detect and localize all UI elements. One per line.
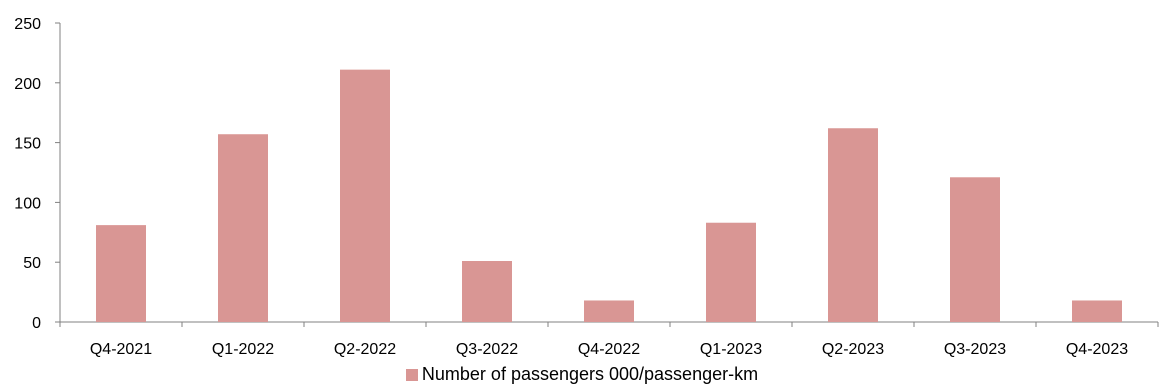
x-tick-label: Q3-2022: [456, 341, 518, 358]
x-tick-label: Q4-2021: [90, 341, 152, 358]
y-axis: 0 50 100 150 200 250: [14, 16, 61, 332]
x-tick-label: Q4-2023: [1066, 341, 1128, 358]
bar-q4-2023: [1072, 300, 1122, 322]
bar-q4-2021: [96, 225, 146, 322]
bar-q4-2022: [584, 300, 634, 322]
x-tick-label: Q2-2022: [334, 341, 396, 358]
y-tick-label: 200: [14, 76, 41, 93]
x-tick-label: Q1-2023: [700, 341, 762, 358]
y-tick-label: 0: [32, 315, 41, 332]
bar-q2-2022: [340, 69, 390, 322]
x-tick-label: Q2-2023: [822, 341, 884, 358]
legend: Number of passengers 000/passenger-km: [0, 363, 1164, 385]
bar-q2-2023: [828, 128, 878, 322]
x-tick-label: Q4-2022: [578, 341, 640, 358]
y-tick-label: 250: [14, 16, 41, 33]
y-tick-label: 50: [23, 255, 41, 272]
legend-label: Number of passengers 000/passenger-km: [421, 364, 759, 384]
y-tick-label: 150: [14, 136, 41, 153]
x-tick-label: Q3-2023: [944, 341, 1006, 358]
bar-q1-2022: [218, 134, 268, 322]
bar-q3-2023: [950, 177, 1000, 322]
bar-q1-2023: [706, 222, 756, 322]
bar-q3-2022: [462, 261, 512, 322]
x-tick-label: Q1-2022: [212, 341, 274, 358]
x-axis: Q4-2021 Q1-2022 Q2-2022 Q3-2022 Q4-2022 Q1-20…: [59, 321, 1159, 358]
bars: [96, 69, 1122, 322]
y-tick-label: 100: [14, 195, 41, 212]
legend-swatch: [405, 369, 418, 381]
